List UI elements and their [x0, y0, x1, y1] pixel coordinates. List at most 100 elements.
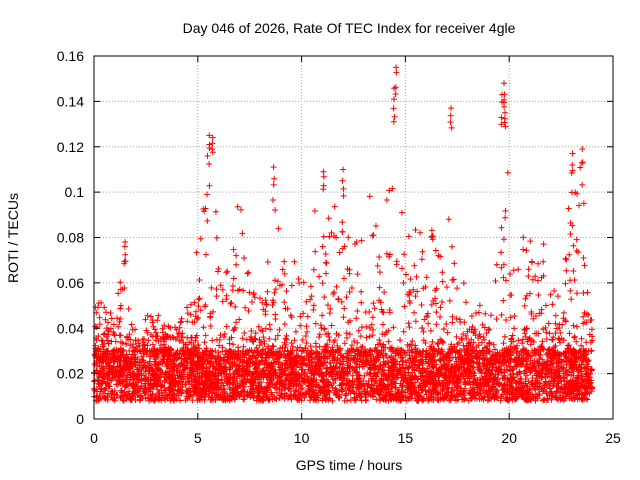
data-point — [323, 270, 330, 277]
data-point — [467, 347, 474, 354]
data-point — [432, 295, 439, 302]
data-point — [102, 316, 109, 323]
data-point — [376, 337, 383, 344]
data-point — [530, 315, 537, 322]
data-point — [157, 342, 164, 349]
data-point — [219, 298, 226, 305]
data-point — [184, 375, 191, 382]
data-point — [97, 368, 104, 375]
data-point — [567, 287, 574, 294]
data-point — [269, 381, 276, 388]
data-point — [566, 330, 573, 337]
data-point — [336, 364, 343, 371]
data-point — [111, 331, 118, 338]
data-point — [481, 324, 488, 331]
data-point — [316, 273, 323, 280]
data-point — [517, 375, 524, 382]
data-point — [232, 367, 239, 374]
data-point — [339, 228, 346, 235]
data-point — [578, 342, 585, 349]
data-point — [272, 315, 279, 322]
data-point — [257, 339, 264, 346]
data-point — [288, 282, 295, 289]
data-point — [507, 314, 514, 321]
data-point — [500, 352, 507, 359]
data-point — [386, 309, 393, 316]
data-point — [448, 243, 455, 250]
data-point — [178, 318, 185, 325]
data-point — [462, 299, 469, 306]
data-point — [281, 339, 288, 346]
data-point — [227, 354, 234, 361]
data-point — [274, 278, 281, 285]
data-point — [150, 323, 157, 330]
data-point — [121, 363, 128, 370]
data-point — [492, 352, 499, 359]
data-point — [380, 321, 387, 328]
data-point — [312, 248, 319, 255]
data-point — [476, 396, 483, 403]
data-point — [288, 339, 295, 346]
data-point — [265, 343, 272, 350]
data-point — [268, 389, 275, 396]
data-point — [276, 326, 283, 333]
data-point — [353, 315, 360, 322]
data-point — [95, 304, 102, 311]
data-point — [493, 261, 500, 268]
data-point — [234, 384, 241, 391]
data-point — [535, 351, 542, 358]
data-point — [232, 303, 239, 310]
data-point — [522, 295, 529, 302]
data-point — [453, 333, 460, 340]
data-point — [178, 378, 185, 385]
data-point — [207, 378, 214, 385]
data-point — [583, 373, 590, 380]
data-point — [237, 206, 244, 213]
data-point — [241, 396, 248, 403]
data-point — [403, 359, 410, 366]
data-point — [159, 334, 166, 341]
data-point — [385, 338, 392, 345]
data-point — [582, 357, 589, 364]
data-point — [370, 232, 377, 239]
data-point — [437, 356, 444, 363]
data-point — [397, 337, 404, 344]
data-point — [398, 382, 405, 389]
data-point — [130, 341, 137, 348]
data-point — [437, 304, 444, 311]
data-point — [272, 206, 279, 213]
data-point — [324, 302, 331, 309]
data-point — [165, 323, 172, 330]
data-point — [266, 321, 273, 328]
data-point — [566, 251, 573, 258]
data-point — [563, 267, 570, 274]
data-point — [370, 373, 377, 380]
data-point — [319, 280, 326, 287]
data-point — [357, 344, 364, 351]
data-point — [507, 358, 514, 365]
data-point — [194, 316, 201, 323]
data-point — [433, 321, 440, 328]
data-point — [502, 214, 509, 221]
data-point — [353, 364, 360, 371]
data-point — [376, 269, 383, 276]
data-point — [177, 397, 184, 404]
data-point — [233, 368, 240, 375]
data-point — [370, 300, 377, 307]
data-point — [493, 315, 500, 322]
data-point — [98, 299, 105, 306]
data-point — [475, 309, 482, 316]
data-points — [91, 64, 596, 404]
data-point — [401, 369, 408, 376]
data-point — [245, 307, 252, 314]
data-point — [525, 273, 532, 280]
data-point — [192, 308, 199, 315]
data-point — [256, 342, 263, 349]
data-point — [366, 333, 373, 340]
data-point — [498, 224, 505, 231]
data-point — [224, 268, 231, 275]
data-point — [113, 381, 120, 388]
data-point — [449, 277, 456, 284]
data-point — [439, 269, 446, 276]
